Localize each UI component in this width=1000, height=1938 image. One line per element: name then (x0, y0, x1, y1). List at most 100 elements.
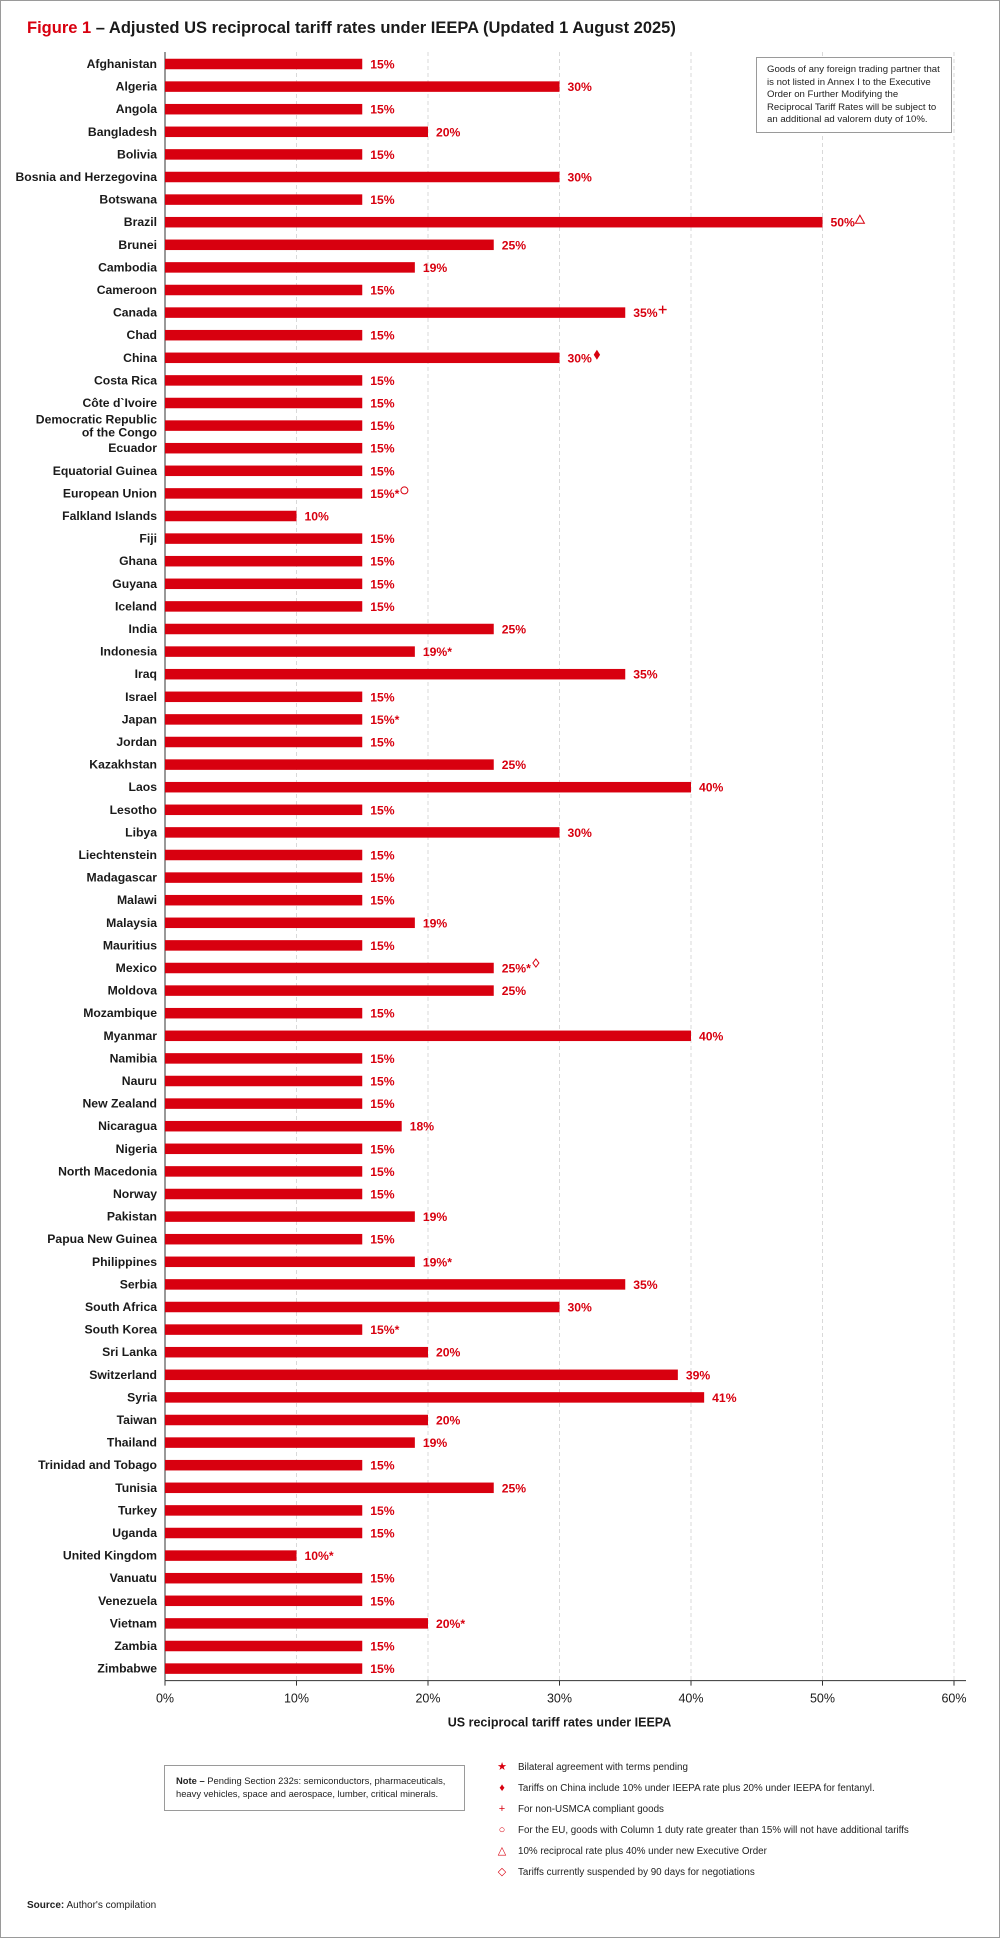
category-label: Ghana (119, 554, 157, 568)
value-label: 15% (370, 1007, 395, 1021)
legend-text: For non-USMCA compliant goods (518, 1804, 664, 1815)
bar (165, 578, 363, 590)
category-label: Syria (127, 1390, 157, 1404)
value-label: 15% (370, 555, 395, 569)
bar (165, 1211, 415, 1222)
bar-chart: 0% 10% 20% 30% 40% 50% 60% US reciprocal tariff… (15, 52, 967, 1730)
x-tick-label: 50% (810, 1692, 835, 1706)
bar (165, 1550, 297, 1561)
category-label: China (123, 351, 157, 365)
bar (165, 1120, 402, 1132)
category-label: Papua New Guinea (47, 1232, 157, 1246)
value-label: 15% (370, 939, 395, 953)
category-label: Costa Rica (94, 373, 157, 387)
value-label: 15%* (370, 713, 399, 727)
category-label: Bolivia (117, 147, 157, 161)
value-label: 50% (831, 216, 856, 230)
value-label: 19% (423, 261, 448, 275)
bar (165, 442, 363, 454)
cross-icon (658, 305, 667, 314)
bar (165, 1030, 691, 1042)
category-label: Namibia (110, 1051, 158, 1065)
category-label: Iraq (135, 667, 157, 681)
bar (165, 940, 363, 951)
value-label: 10% (305, 510, 330, 524)
value-label: 15% (370, 1662, 395, 1676)
category-label: Canada (113, 306, 157, 320)
value-label: 10%* (305, 1549, 334, 1563)
value-label: 30% (568, 351, 593, 365)
category-label: Côte d`Ivoire (83, 396, 158, 410)
category-label: Venezuela (98, 1594, 157, 1608)
bar (165, 510, 297, 522)
x-tick-label: 40% (678, 1692, 703, 1706)
bar (165, 1595, 363, 1607)
category-label: Japan (122, 712, 157, 726)
category-label: European Union (63, 486, 157, 500)
bar (165, 1279, 626, 1290)
value-label: 15% (370, 442, 395, 456)
bar (165, 1663, 363, 1674)
category-label: Philippines (92, 1255, 157, 1269)
bar (165, 1233, 363, 1245)
value-label: 15% (370, 1075, 395, 1089)
x-tick-label: 20% (415, 1692, 440, 1706)
category-label: Bosnia and Herzegovina (15, 170, 157, 184)
value-label: 15% (370, 1459, 395, 1473)
value-label: 15% (370, 600, 395, 614)
outline-diamond-icon: ◇ (497, 1866, 507, 1878)
value-label: 18% (410, 1120, 435, 1134)
bar (165, 714, 363, 725)
bar (165, 1256, 415, 1268)
value-label: 15% (370, 736, 395, 750)
category-label: Chad (127, 328, 157, 342)
value-label: 15% (370, 871, 395, 885)
category-label: Afghanistan (87, 57, 157, 71)
bar (165, 171, 560, 183)
value-label: 15% (370, 103, 395, 117)
category-label: Botswana (99, 193, 157, 207)
value-label: 19%* (423, 645, 452, 659)
bar (165, 397, 363, 409)
bar (165, 827, 560, 838)
figure-title: Figure 1 – Adjusted US reciprocal tariff… (27, 19, 676, 38)
category-label: Nicaragua (98, 1119, 157, 1133)
category-label: Israel (125, 690, 157, 704)
value-label: 20% (436, 125, 461, 139)
value-label: 15% (370, 397, 395, 411)
category-label: Mauritius (103, 938, 157, 952)
category-label: Indonesia (100, 645, 157, 659)
value-label: 40% (699, 781, 724, 795)
bar (165, 329, 363, 341)
legend-text: For the EU, goods with Column 1 duty rat… (518, 1825, 909, 1836)
bar (165, 1301, 560, 1313)
category-label: Cameroon (97, 283, 157, 297)
bar (165, 420, 363, 431)
bar (165, 804, 363, 816)
category-label: Cambodia (98, 260, 157, 274)
bar (165, 781, 691, 793)
category-label: Falkland Islands (62, 509, 157, 523)
note-text: Pending Section 232s: semiconductors, ph… (176, 1775, 446, 1799)
legend-item: △ 10% reciprocal rate plus 40% under new … (496, 1841, 936, 1862)
category-label: Lesotho (110, 803, 157, 817)
category-label: Mozambique (83, 1006, 157, 1020)
bar (165, 1075, 363, 1087)
value-label: 15% (370, 58, 395, 72)
bar (165, 284, 363, 296)
category-label: Thailand (107, 1436, 157, 1450)
value-label: 35% (633, 1278, 658, 1292)
filled-diamond-icon (593, 349, 601, 360)
category-label: Guyana (112, 577, 157, 591)
category-label: Sri Lanka (102, 1345, 157, 1359)
category-label: Brunei (118, 238, 157, 252)
bar (165, 1482, 494, 1494)
legend-text: Tariffs currently suspended by 90 days f… (518, 1867, 755, 1878)
info-box: Goods of any foreign trading partner tha… (756, 57, 952, 133)
value-label: 15% (370, 1188, 395, 1202)
category-label: Moldova (108, 984, 158, 998)
value-label: 40% (699, 1029, 724, 1043)
value-label: 15% (370, 1097, 395, 1111)
bar (165, 1166, 363, 1177)
bar (165, 1640, 363, 1652)
